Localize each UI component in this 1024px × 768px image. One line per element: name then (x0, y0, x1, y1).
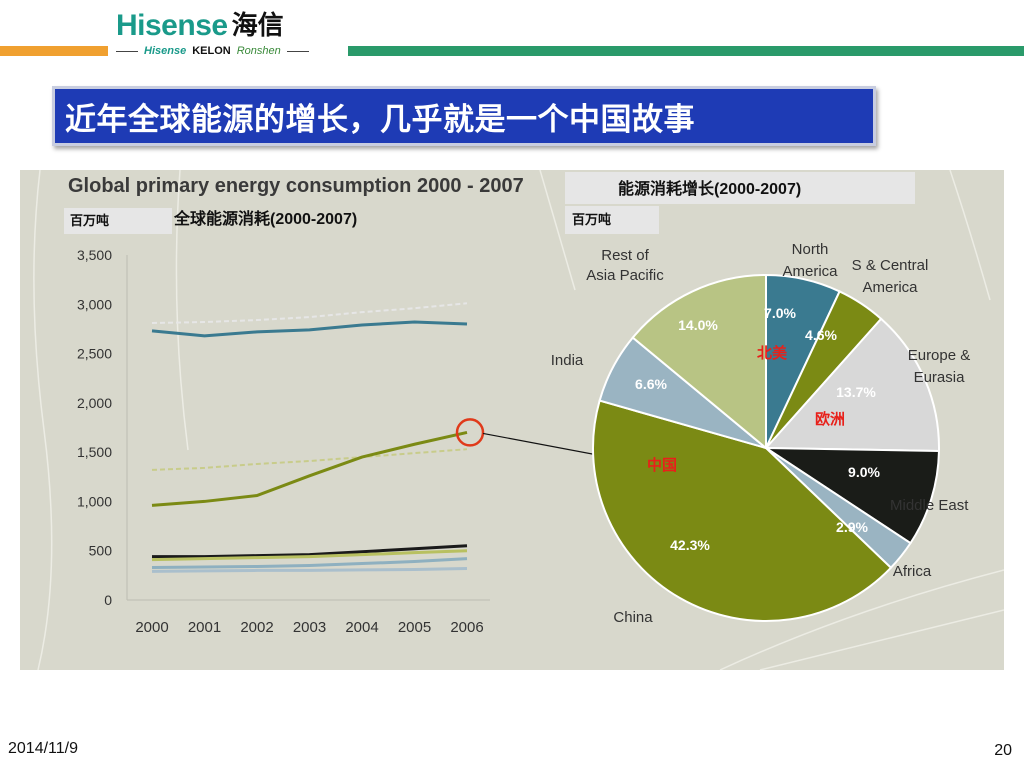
y-tick-label: 500 (89, 543, 113, 559)
y-tick-label: 0 (104, 592, 112, 608)
pie-label-china: China (613, 609, 653, 626)
logo-text: Hisense (116, 9, 228, 42)
pie-label-north-america-line1: North (792, 241, 829, 258)
decor-line (759, 609, 1005, 671)
pie-label-europe-line2: Eurasia (914, 369, 966, 386)
pie-label-middle-east: Middle East (890, 497, 969, 514)
line-series-5 (151, 549, 468, 562)
pie-cn-annotations: 北美 欧洲 中国 (647, 344, 845, 474)
x-tick-label: 2000 (135, 619, 168, 636)
line-series-0 (151, 302, 468, 325)
pie-label-rest-asia-line1: Rest of (601, 247, 649, 264)
line-chart-subtitle-cn: 全球能源消耗(2000-2007) (173, 209, 357, 228)
y-tick-label: 3,500 (77, 247, 112, 263)
line-series-4 (152, 544, 468, 559)
pie-pct-north-america: 7.0% (764, 305, 796, 321)
chart-panel: Global primary energy consumption 2000 -… (20, 169, 1005, 671)
x-ticks: 2000 2001 2002 2003 2004 2005 2006 (135, 619, 483, 636)
pie-pct-europe: 13.7% (836, 384, 876, 400)
pie-label-rest-asia-line2: Asia Pacific (586, 267, 664, 284)
pie-slices-group (592, 273, 940, 622)
x-tick-label: 2006 (450, 619, 483, 636)
pie-unit-label: 百万吨 (572, 212, 611, 227)
pie-slice-5 (592, 399, 893, 622)
annotation-china-cn: 中国 (647, 456, 677, 474)
unit-label-box (64, 208, 172, 234)
title-box: 近年全球能源的增长，几乎就是一个中国故事 (52, 86, 876, 146)
line-chart-title: Global primary energy consumption 2000 -… (68, 175, 524, 197)
annotation-north-america-cn: 北美 (757, 344, 788, 362)
pie-pct-rest-asia: 14.0% (678, 317, 718, 333)
line-series-6 (151, 557, 468, 569)
line-series-1 (151, 320, 468, 338)
x-tick-label: 2003 (293, 619, 326, 636)
header-bar-green (348, 46, 1024, 56)
pie-label-india: India (551, 352, 584, 369)
header-bar-orange (0, 46, 108, 56)
decor-line (949, 169, 991, 301)
pie-slice-2 (763, 317, 940, 453)
x-tick-label: 2004 (345, 619, 378, 636)
decor-line (33, 169, 53, 671)
pie-label-s-central-line1: S & Central (852, 257, 929, 274)
sub-brand-logos: Hisense KELON Ronshen (116, 42, 309, 60)
sub-logo-hisense: Hisense (144, 45, 187, 57)
faded-lines (33, 169, 1005, 671)
hisense-logo: Hisense 海信 (116, 8, 284, 42)
pie-external-labels: Rest of Asia Pacific North America S & C… (551, 241, 971, 626)
pie-unit-box (565, 206, 659, 234)
china-highlight-circle (455, 418, 485, 447)
pie-slice-3 (762, 446, 940, 545)
slide-title: 近年全球能源的增长，几乎就是一个中国故事 (65, 101, 695, 138)
pie-title-box (565, 172, 915, 204)
page-number: 20 (994, 742, 1012, 759)
line-series-3 (151, 430, 468, 507)
sub-logo-ronshen: Ronshen (236, 45, 281, 57)
line-series-group (151, 302, 468, 573)
x-tick-label: 2001 (188, 619, 221, 636)
y-tick-label: 2,500 (77, 346, 112, 362)
pie-chart-title: 能源消耗增长(2000-2007) (618, 179, 801, 198)
annotation-europe-cn: 欧洲 (815, 410, 845, 428)
y-tick-label: 3,000 (77, 296, 112, 312)
y-tick-label: 1,500 (77, 444, 112, 460)
pie-pct-middle-east: 9.0% (848, 464, 880, 480)
y-tick-label: 2,000 (77, 395, 112, 411)
decor-line (175, 169, 189, 451)
pie-label-north-america-line2: America (782, 263, 838, 280)
footer-date: 2014/11/9 (8, 740, 78, 757)
line-chart-unit: 百万吨 (70, 213, 109, 228)
pie-percent-labels: 7.0% 4.6% 13.7% 9.0% 2.9% 42.3% 6.6% 14.… (635, 305, 880, 553)
x-tick-label: 2002 (240, 619, 273, 636)
chart-svg: Global primary energy consumption 2000 -… (20, 169, 1005, 671)
x-tick-label: 2005 (398, 619, 431, 636)
decor-line (539, 169, 576, 291)
divider (116, 50, 138, 52)
line-series-7 (151, 566, 468, 573)
divider (286, 50, 309, 52)
decor-line (719, 569, 1005, 671)
pie-pct-india: 6.6% (635, 376, 667, 392)
pie-pct-china: 42.3% (670, 537, 710, 553)
pie-label-europe-line1: Europe & (908, 347, 971, 364)
line-series-2 (151, 448, 468, 471)
y-tick-label: 1,000 (77, 493, 112, 509)
pie-pct-africa: 2.9% (836, 519, 868, 535)
sub-logo-kelon: KELON (192, 45, 231, 57)
pie-pct-s-central: 4.6% (805, 327, 837, 343)
pie-slice-7 (631, 273, 767, 451)
logo-cn-text: 海信 (231, 11, 284, 41)
pie-label-s-central-line2: America (862, 279, 918, 296)
pie-label-africa: Africa (893, 563, 932, 580)
y-ticks: 3,500 3,000 2,500 2,000 1,500 1,000 500 … (77, 247, 112, 608)
